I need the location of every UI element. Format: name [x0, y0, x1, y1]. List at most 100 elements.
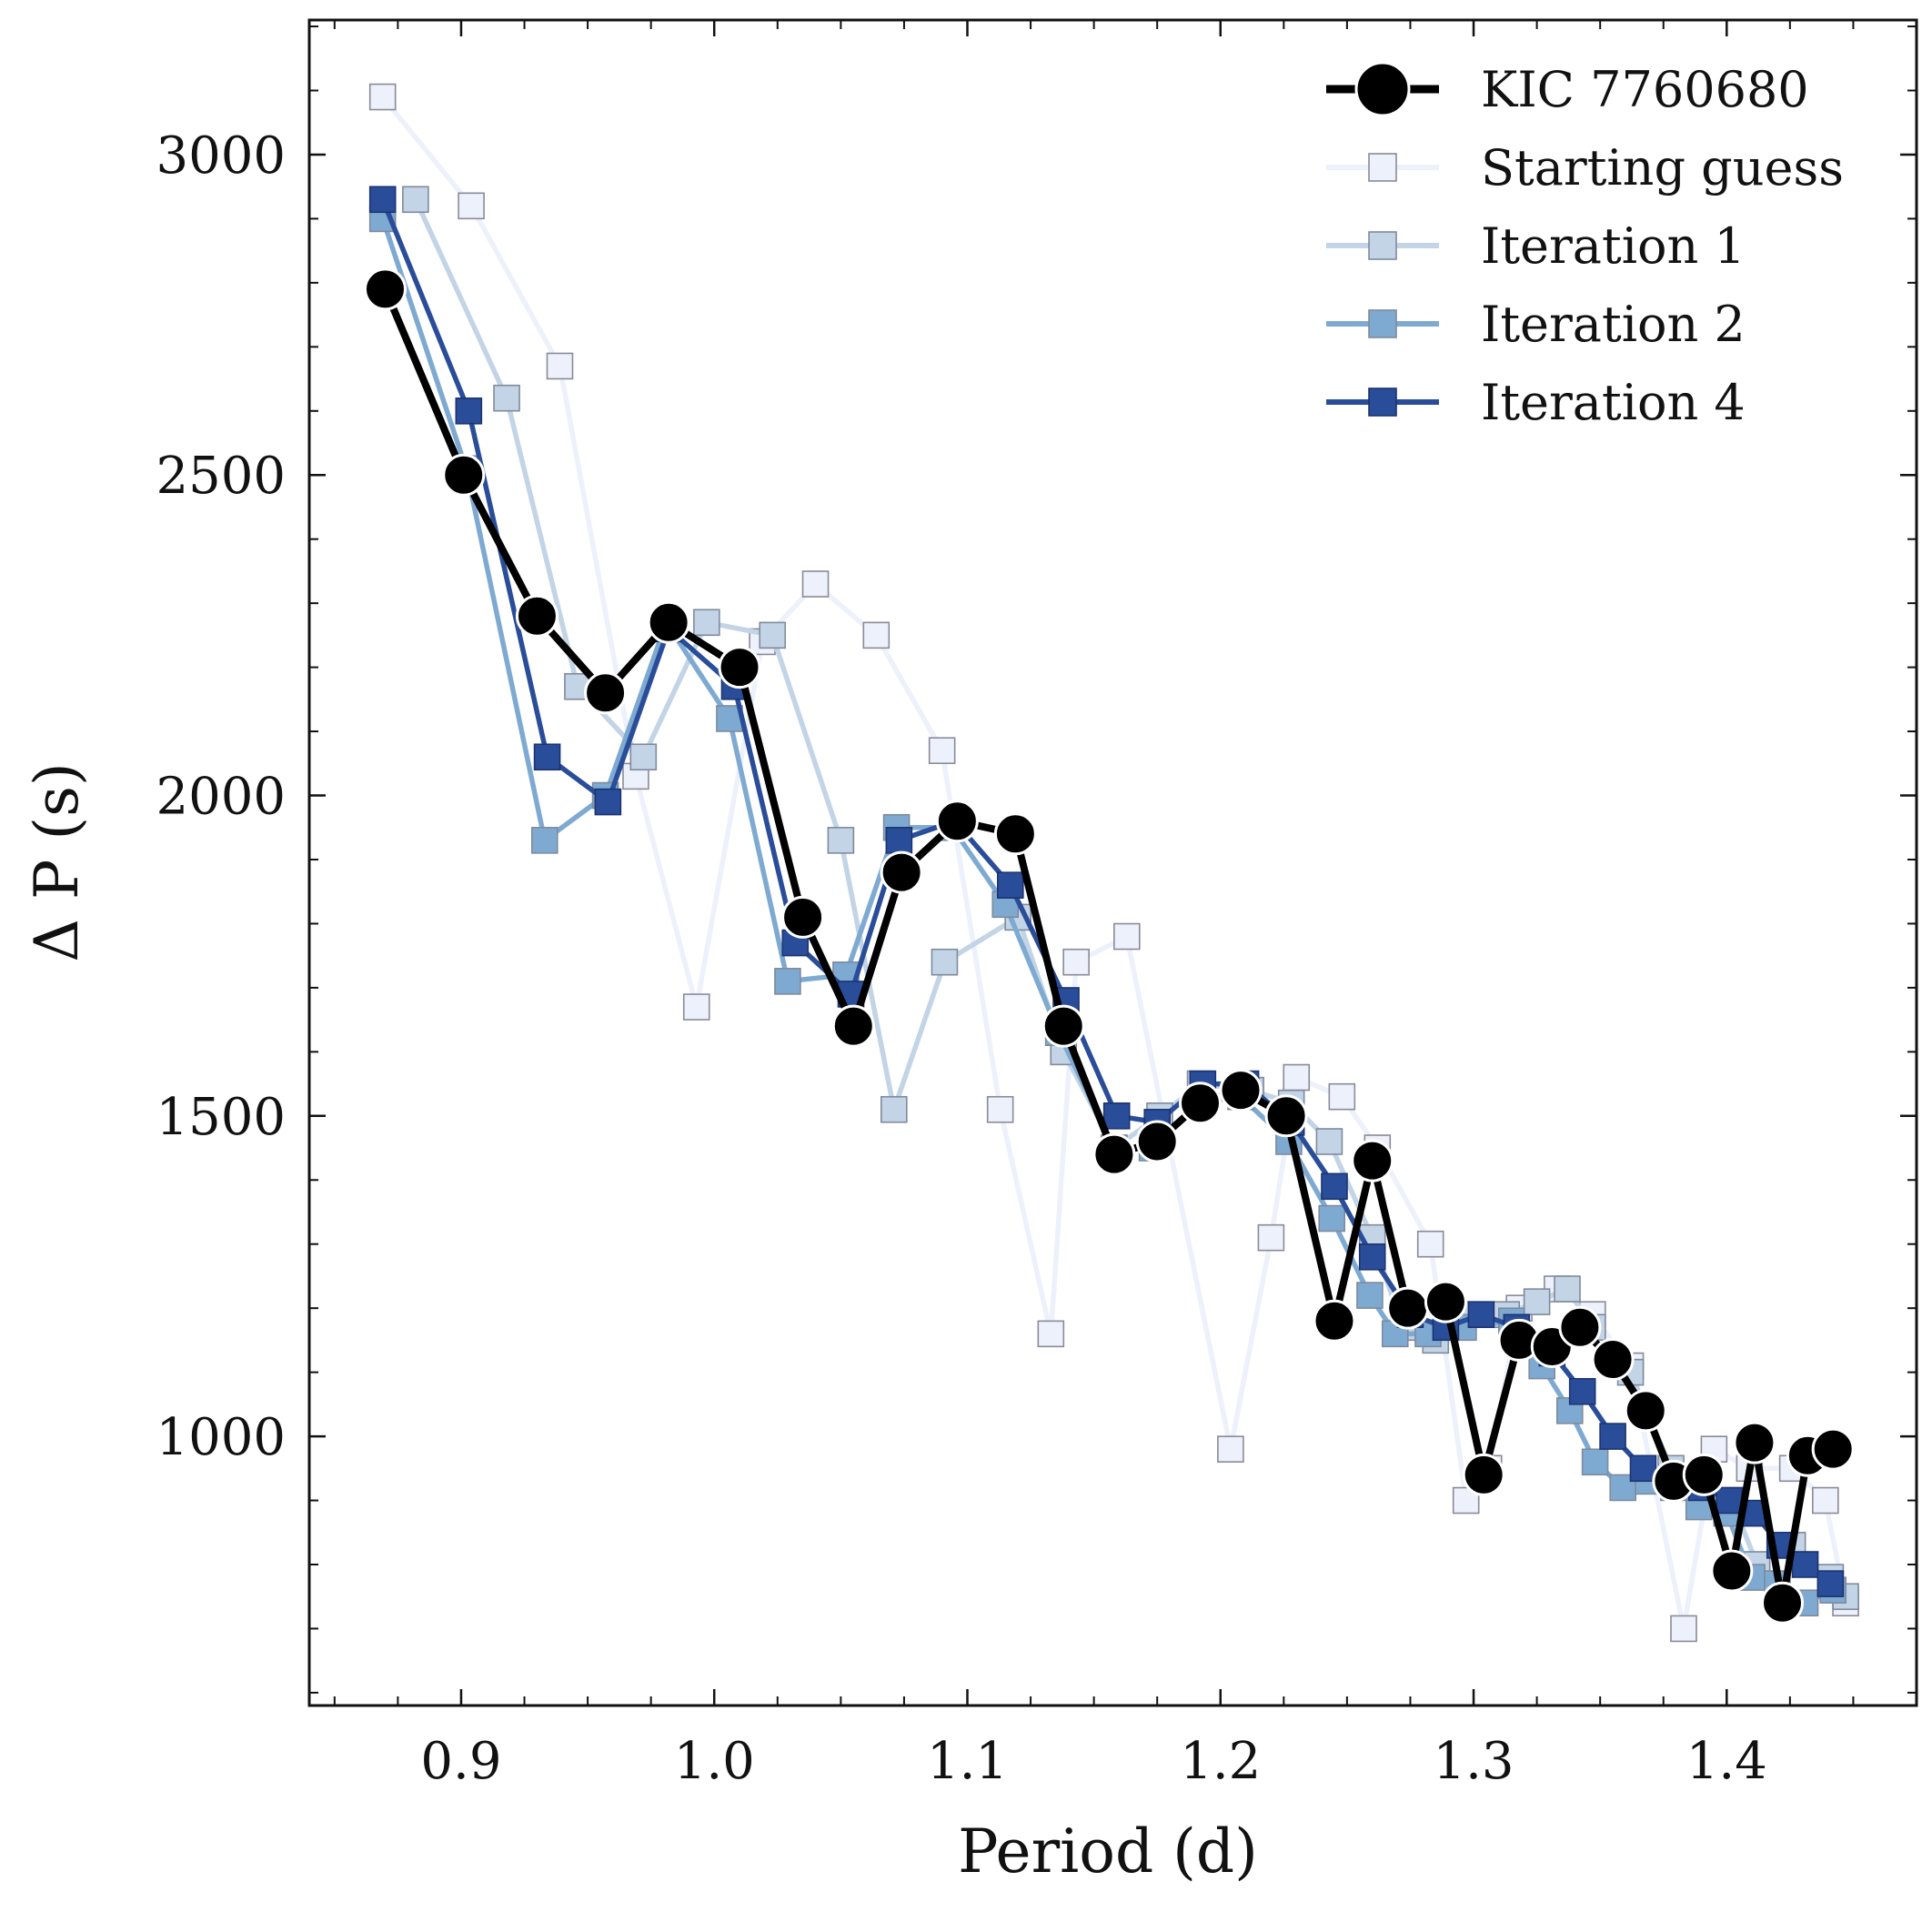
data-point: [693, 609, 720, 637]
legend-item: Starting guess: [1326, 139, 1844, 196]
data-point: [368, 186, 397, 214]
data-point: [1264, 1094, 1308, 1138]
data-point: [862, 621, 891, 649]
data-point: [493, 384, 520, 412]
legend-label: KIC 7760680: [1481, 61, 1809, 118]
x-tick-label: 1.2: [1180, 1732, 1261, 1791]
data-point: [1554, 1275, 1581, 1303]
data-point: [1462, 1453, 1505, 1496]
data-point: [880, 1095, 908, 1123]
data-point: [1416, 1230, 1444, 1258]
data-point: [1591, 1338, 1635, 1382]
legend-marker: [1368, 231, 1397, 260]
legend-marker: [1368, 153, 1397, 182]
data-point: [368, 83, 397, 111]
data-point: [993, 812, 1037, 856]
legend-item: KIC 7760680: [1326, 61, 1809, 118]
data-point: [1321, 1172, 1348, 1201]
x-tick-label: 1.3: [1434, 1732, 1514, 1791]
data-point: [986, 1095, 1014, 1123]
data-point: [629, 743, 658, 771]
data-point: [880, 850, 923, 894]
y-tick-label: 1000: [156, 1408, 286, 1467]
data-point: [1351, 1139, 1394, 1182]
data-point: [1811, 1427, 1855, 1471]
data-point: [718, 646, 761, 689]
data-point: [1041, 1004, 1085, 1048]
data-point: [1219, 1069, 1263, 1112]
data-point: [1733, 1421, 1776, 1464]
data-point: [530, 827, 558, 854]
data-point: [682, 993, 710, 1021]
data-point: [1791, 1551, 1819, 1578]
data-point: [1670, 1615, 1697, 1643]
data-point: [1328, 1082, 1356, 1111]
data-point: [1113, 922, 1141, 951]
data-point: [584, 671, 628, 715]
data-point: [594, 788, 622, 816]
data-point: [1092, 1132, 1136, 1176]
data-point: [1356, 1282, 1384, 1309]
y-axis-label: Δ P (s): [22, 762, 92, 961]
y-tick-label: 1500: [156, 1088, 286, 1147]
plot-area: [363, 83, 1859, 1643]
x-tick-label: 0.9: [420, 1732, 501, 1791]
series-kic-7760680: [363, 267, 1855, 1625]
y-tick-label: 2500: [156, 447, 286, 506]
data-point: [1467, 1301, 1495, 1329]
data-point: [1568, 1377, 1596, 1405]
data-point: [1424, 1280, 1467, 1323]
data-point: [1135, 1120, 1179, 1163]
legend-label: Iteration 1: [1481, 217, 1746, 275]
data-point: [1318, 1204, 1346, 1233]
data-point: [1624, 1389, 1667, 1433]
legend-item: Iteration 2: [1326, 296, 1746, 353]
data-point: [1062, 948, 1090, 976]
legend-item: Iteration 1: [1326, 217, 1746, 275]
data-point: [533, 743, 561, 771]
legend-marker: [1354, 61, 1411, 117]
axes: 0.9 1.0 1.1 1.2 1.3 1.4 1000 1500 2000 2500 3000: [156, 18, 1918, 1791]
data-point: [1179, 1082, 1223, 1125]
y-tick-label: 3000: [156, 126, 286, 186]
x-axis-label: Period (d): [958, 1816, 1258, 1887]
data-point: [546, 352, 574, 380]
data-point: [801, 570, 830, 598]
data-point: [515, 594, 558, 638]
data-point: [885, 827, 913, 854]
data-point: [1558, 1305, 1602, 1349]
data-point: [928, 737, 956, 765]
data-point: [935, 800, 979, 843]
data-point: [402, 186, 429, 214]
data-point: [1629, 1454, 1657, 1483]
legend-label: Starting guess: [1481, 139, 1844, 196]
data-point: [827, 827, 855, 854]
data-point: [997, 871, 1024, 899]
data-point: [831, 1004, 875, 1048]
data-point: [1313, 1299, 1356, 1343]
data-point: [1386, 1286, 1430, 1330]
x-tick-label: 1.1: [927, 1732, 1008, 1791]
data-point: [1710, 1549, 1754, 1593]
data-point: [931, 948, 959, 976]
data-point: [1716, 1486, 1743, 1514]
data-point: [1358, 1243, 1386, 1271]
data-point: [1599, 1423, 1626, 1450]
data-point: [1283, 1063, 1311, 1092]
legend-marker: [1368, 309, 1397, 338]
data-point: [1816, 1570, 1845, 1597]
data-point: [774, 968, 801, 995]
data-point: [1581, 1448, 1609, 1476]
x-tick-label: 1.0: [674, 1732, 755, 1791]
data-point: [1315, 1128, 1343, 1155]
plot-frame: [307, 18, 1918, 1707]
data-point: [363, 267, 407, 311]
data-point: [781, 895, 825, 939]
legend-label: Iteration 2: [1481, 296, 1746, 353]
legend: KIC 7760680 Starting guess Iteration 1 Iter…: [1326, 61, 1844, 431]
data-point: [1761, 1581, 1805, 1625]
data-point: [455, 397, 483, 425]
data-point: [759, 621, 787, 649]
data-point: [1523, 1288, 1551, 1315]
